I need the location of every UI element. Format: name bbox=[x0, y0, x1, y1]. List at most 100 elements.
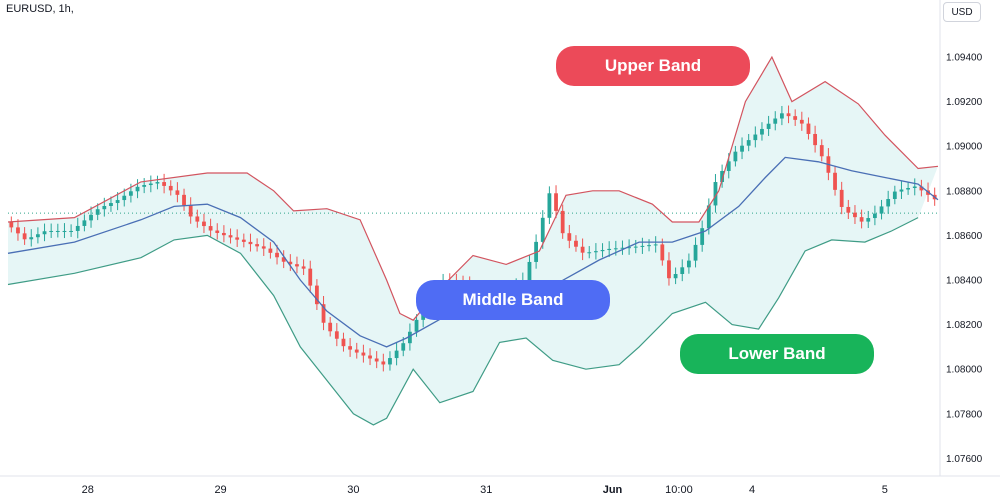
candle-body bbox=[368, 355, 372, 359]
band-fill-area bbox=[8, 57, 938, 425]
candle-body bbox=[142, 185, 147, 187]
candle-body bbox=[55, 230, 60, 232]
candle-body bbox=[195, 216, 200, 222]
candle bbox=[574, 235, 578, 252]
candle-body bbox=[401, 343, 406, 351]
candle bbox=[846, 199, 851, 220]
candle bbox=[275, 244, 279, 265]
candle bbox=[374, 351, 379, 369]
candle bbox=[713, 174, 718, 213]
candle-body bbox=[354, 349, 359, 353]
candle-body bbox=[115, 200, 120, 204]
candle bbox=[381, 353, 386, 372]
candle bbox=[766, 115, 771, 136]
candle-body bbox=[833, 172, 837, 190]
candle-body bbox=[653, 244, 658, 246]
candle-body bbox=[773, 118, 778, 124]
candle bbox=[753, 126, 758, 148]
candle bbox=[62, 223, 67, 239]
x-tick-label: 10:00 bbox=[665, 484, 693, 496]
lower-band-line bbox=[7, 217, 919, 426]
candle-body bbox=[587, 252, 592, 254]
candle-body bbox=[228, 235, 233, 238]
candle bbox=[202, 213, 206, 234]
candle-body bbox=[647, 245, 651, 247]
candle bbox=[660, 238, 665, 266]
candle bbox=[872, 205, 877, 226]
candle-body bbox=[9, 222, 14, 228]
candle-body bbox=[806, 123, 811, 134]
candle-body bbox=[547, 193, 552, 218]
candle bbox=[295, 256, 299, 274]
candle bbox=[640, 237, 645, 254]
candle-body bbox=[128, 191, 133, 196]
candle bbox=[16, 219, 20, 241]
candle-body bbox=[912, 186, 917, 189]
candle bbox=[600, 243, 605, 258]
candle-body bbox=[248, 241, 253, 245]
x-tick-label: 31 bbox=[480, 484, 492, 496]
candle bbox=[35, 227, 40, 244]
candle-body bbox=[660, 244, 665, 261]
candle-body bbox=[640, 245, 645, 247]
candle bbox=[148, 175, 153, 193]
candle bbox=[886, 190, 891, 214]
candle-body bbox=[872, 213, 877, 219]
candle bbox=[540, 210, 545, 249]
candle-body bbox=[740, 145, 744, 152]
candle bbox=[554, 185, 558, 219]
candle bbox=[268, 242, 273, 259]
candle bbox=[135, 179, 140, 199]
candle bbox=[686, 253, 691, 274]
candle bbox=[195, 209, 200, 228]
symbol-label: EURUSD, 1h, bbox=[6, 3, 74, 15]
candle-body bbox=[580, 246, 585, 253]
candle-body bbox=[374, 358, 379, 362]
candle bbox=[779, 105, 784, 126]
time-axis: 28 29 30 31 Jun 10:00 4 5 bbox=[82, 484, 888, 496]
candle-body bbox=[627, 247, 632, 249]
candle bbox=[866, 210, 871, 229]
candle bbox=[235, 229, 240, 247]
candle-body bbox=[268, 248, 273, 253]
candle-body bbox=[667, 260, 671, 279]
candle bbox=[394, 342, 399, 366]
candle-body bbox=[853, 212, 857, 218]
candle-body bbox=[720, 170, 725, 183]
candle-body bbox=[202, 221, 206, 227]
candle-body bbox=[819, 145, 824, 157]
candle-body bbox=[281, 257, 286, 262]
currency-button[interactable]: USD bbox=[943, 2, 981, 22]
candle-body bbox=[680, 267, 685, 274]
price-axis: 1.07600 1.07800 1.08000 1.08200 1.08400 1.086… bbox=[946, 53, 983, 465]
candle bbox=[221, 225, 226, 243]
candle bbox=[215, 223, 220, 240]
candle bbox=[69, 224, 74, 237]
candle-body bbox=[348, 346, 353, 350]
candle-body bbox=[700, 228, 705, 245]
candle-body bbox=[122, 195, 127, 201]
candle-body bbox=[314, 285, 319, 305]
candle bbox=[740, 137, 744, 160]
candle bbox=[700, 220, 705, 252]
candle bbox=[248, 233, 253, 252]
candle bbox=[175, 182, 180, 203]
candle-body bbox=[527, 261, 532, 281]
candle-body bbox=[593, 251, 598, 253]
candle-body bbox=[793, 116, 798, 120]
candle-body bbox=[148, 183, 153, 186]
candle-body bbox=[899, 189, 904, 192]
candle-body bbox=[859, 217, 864, 222]
candle bbox=[633, 239, 638, 254]
candle-body bbox=[208, 226, 213, 231]
candle bbox=[580, 238, 585, 261]
candle-body bbox=[215, 230, 220, 233]
candle-body bbox=[29, 237, 34, 240]
candle-body bbox=[388, 358, 392, 365]
candle bbox=[301, 259, 306, 276]
candle bbox=[833, 166, 837, 196]
candle-body bbox=[295, 264, 299, 267]
candle bbox=[82, 214, 87, 232]
candle bbox=[288, 254, 293, 272]
candle bbox=[281, 250, 286, 269]
